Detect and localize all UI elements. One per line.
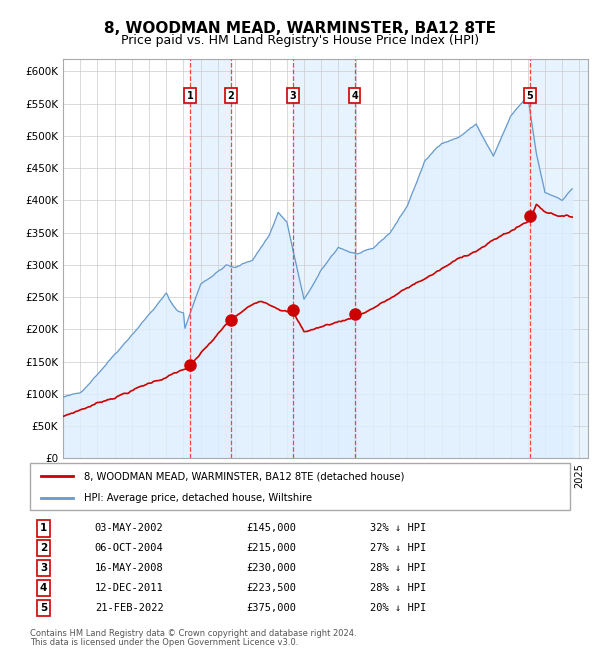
Text: £230,000: £230,000 [246, 563, 296, 573]
Text: 27% ↓ HPI: 27% ↓ HPI [370, 543, 427, 553]
Text: 12-DEC-2011: 12-DEC-2011 [95, 583, 164, 593]
Text: 4: 4 [40, 583, 47, 593]
Text: 2: 2 [227, 91, 235, 101]
Text: £223,500: £223,500 [246, 583, 296, 593]
Bar [293, 58, 355, 458]
Text: £215,000: £215,000 [246, 543, 296, 553]
Text: 8, WOODMAN MEAD, WARMINSTER, BA12 8TE: 8, WOODMAN MEAD, WARMINSTER, BA12 8TE [104, 21, 496, 36]
Bar [530, 58, 588, 458]
Text: Price paid vs. HM Land Registry's House Price Index (HPI): Price paid vs. HM Land Registry's House … [121, 34, 479, 47]
Text: 28% ↓ HPI: 28% ↓ HPI [370, 563, 427, 573]
Text: £145,000: £145,000 [246, 523, 296, 534]
Text: 5: 5 [40, 603, 47, 613]
Text: 4: 4 [351, 91, 358, 101]
Text: 16-MAY-2008: 16-MAY-2008 [95, 563, 164, 573]
Text: 2: 2 [40, 543, 47, 553]
Text: 32% ↓ HPI: 32% ↓ HPI [370, 523, 427, 534]
Text: 06-OCT-2004: 06-OCT-2004 [95, 543, 164, 553]
Text: Contains HM Land Registry data © Crown copyright and database right 2024.: Contains HM Land Registry data © Crown c… [30, 629, 356, 638]
Text: 28% ↓ HPI: 28% ↓ HPI [370, 583, 427, 593]
Text: 3: 3 [290, 91, 296, 101]
Text: HPI: Average price, detached house, Wiltshire: HPI: Average price, detached house, Wilt… [84, 493, 312, 502]
Text: 8, WOODMAN MEAD, WARMINSTER, BA12 8TE (detached house): 8, WOODMAN MEAD, WARMINSTER, BA12 8TE (d… [84, 471, 404, 481]
Text: 1: 1 [187, 91, 193, 101]
Text: 5: 5 [527, 91, 533, 101]
Text: This data is licensed under the Open Government Licence v3.0.: This data is licensed under the Open Gov… [30, 638, 298, 647]
Text: 03-MAY-2002: 03-MAY-2002 [95, 523, 164, 534]
Text: 20% ↓ HPI: 20% ↓ HPI [370, 603, 427, 613]
Text: 3: 3 [40, 563, 47, 573]
Text: £375,000: £375,000 [246, 603, 296, 613]
Text: 1: 1 [40, 523, 47, 534]
FancyBboxPatch shape [30, 463, 570, 510]
Text: 21-FEB-2022: 21-FEB-2022 [95, 603, 164, 613]
Bar [190, 58, 231, 458]
